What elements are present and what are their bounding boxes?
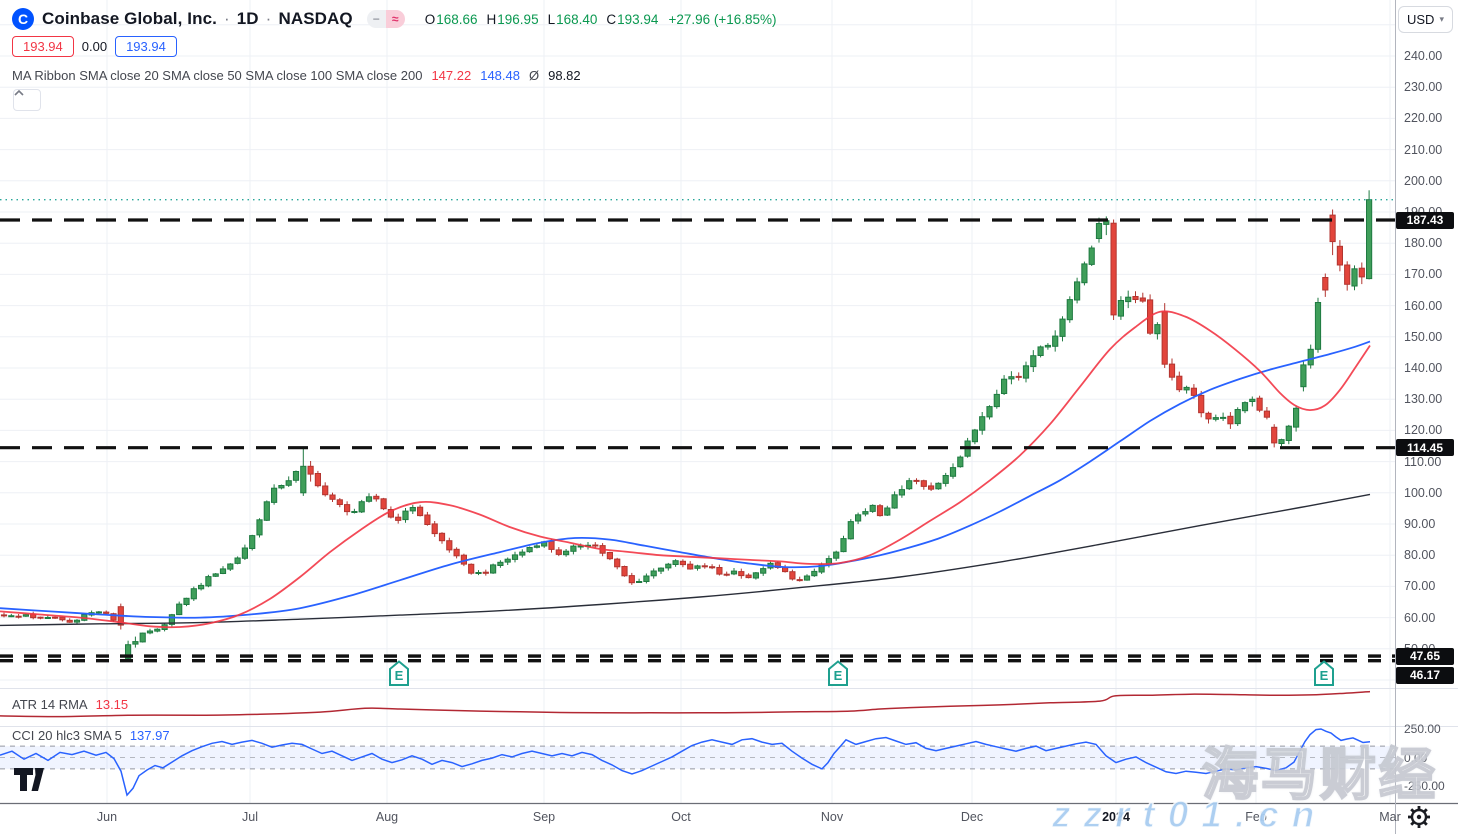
price-tick-label: 220.00 [1404, 111, 1443, 126]
gear-icon[interactable] [1406, 804, 1432, 830]
atr-indicator-legend[interactable]: ATR 14 RMA 13.15 [12, 697, 128, 712]
currency-dropdown[interactable]: USD ▾ [1398, 6, 1453, 33]
price-tag-47.65: 47.65 [1396, 647, 1454, 665]
sma200-line [0, 493, 1371, 627]
price-box-blue: 193.94 [115, 36, 177, 57]
price-tick-label: 200.00 [1404, 173, 1443, 188]
cci-tick-label: 0.00 [1404, 750, 1428, 765]
symbol-header: C Coinbase Global, Inc. · 1D · NASDAQ − … [12, 8, 777, 30]
time-label-Feb: Feb [1245, 810, 1267, 824]
time-label-2024: 2024 [1102, 810, 1130, 824]
time-label-Nov: Nov [820, 810, 844, 824]
ma-ribbon-avg-value: 98.82 [548, 68, 581, 83]
cci-line [0, 728, 1371, 797]
earnings-badge[interactable]: E [1314, 660, 1334, 686]
svg-text:E: E [834, 668, 843, 683]
price-level-lines [0, 198, 1395, 663]
price-tag-114.45: 114.45 [1396, 439, 1454, 457]
price-tick-label: 210.00 [1404, 142, 1443, 157]
ma-ribbon-value-sma20: 147.22 [431, 68, 472, 83]
minus-pill-icon[interactable]: − [366, 10, 386, 28]
interval-label[interactable]: 1D [236, 9, 259, 28]
exchange-label: NASDAQ [278, 9, 353, 28]
ohlc-readout: O168.66 H196.95 L168.40 C193.94 [425, 12, 659, 27]
watermark-chinese: 海马财经 [1201, 742, 1438, 807]
price-tick-label: 80.00 [1404, 548, 1436, 563]
price-tick-label: 90.00 [1404, 517, 1436, 531]
tradingview-logo-icon[interactable] [14, 768, 50, 794]
price-tick-label: 110.00 [1404, 454, 1442, 469]
title-separator: · [223, 9, 230, 28]
time-label-Oct: Oct [671, 810, 691, 824]
atr-line [0, 690, 1371, 718]
time-label-Jun: Jun [96, 810, 118, 824]
ohlc-o: O168.66 [424, 11, 478, 27]
symbol-title-group[interactable]: Coinbase Global, Inc. · 1D · NASDAQ [42, 9, 353, 29]
candlesticks [0, 190, 1373, 661]
ma-ribbon-label[interactable]: MA Ribbon SMA close 20 SMA close 50 SMA … [12, 68, 423, 83]
atr-value: 13.15 [95, 697, 129, 712]
currency-label: USD [1407, 12, 1435, 27]
logo-letter: C [17, 11, 29, 27]
earnings-badge[interactable]: E [828, 660, 848, 686]
symbol-title[interactable]: Coinbase Global, Inc. [42, 9, 217, 28]
sma50-line [0, 340, 1371, 619]
price-tick-label: 140.00 [1404, 361, 1443, 375]
coinbase-logo-icon: C [12, 8, 34, 30]
cci-label[interactable]: CCI 20 hlc3 SMA 5 [12, 728, 122, 743]
price-tick-label: 230.00 [1404, 80, 1443, 95]
time-label-Jul: Jul [242, 810, 258, 824]
price-tick-label: 150.00 [1404, 329, 1443, 344]
price-tick-label: 240.00 [1404, 49, 1443, 63]
svg-text:E: E [395, 668, 404, 683]
ma-ribbon-lines [0, 310, 1371, 629]
ma-ribbon-avg-symbol: Ø [528, 68, 540, 83]
atr-label[interactable]: ATR 14 RMA [12, 697, 88, 712]
time-label-Aug: Aug [375, 810, 399, 824]
price-tick-label: 100.00 [1404, 485, 1443, 500]
ohlc-c: C193.94 [606, 11, 659, 27]
watermark-domain: zzrt01.cn [1051, 793, 1328, 834]
earnings-badge[interactable]: E [389, 660, 409, 686]
price-tick-label: 160.00 [1404, 298, 1443, 313]
cci-band [0, 745, 1395, 770]
time-label-Mar: Mar [1379, 810, 1401, 824]
svg-text:E: E [1320, 668, 1329, 683]
time-label-Dec: Dec [960, 810, 984, 824]
cci-tick-label: -250.00 [1404, 779, 1445, 793]
price-label-row: 193.94 0.00 193.94 [12, 36, 177, 57]
price-tick-label: 130.00 [1404, 392, 1443, 407]
cci-indicator-legend[interactable]: CCI 20 hlc3 SMA 5 137.97 [12, 728, 170, 743]
chevron-up-icon [14, 90, 24, 96]
price-tag-187.43: 187.43 [1396, 211, 1454, 229]
cci-value: 137.97 [129, 728, 170, 743]
price-tick-label: 70.00 [1404, 579, 1436, 594]
price-tick-label: 120.00 [1404, 423, 1443, 438]
status-pills: − ≈ [366, 10, 405, 28]
price-tag-46.17: 46.17 [1396, 666, 1454, 684]
time-label-Sep: Sep [532, 810, 556, 824]
title-separator: · [265, 9, 272, 28]
ma-ribbon-value-sma50: 148.48 [480, 68, 520, 83]
change-readout: +27.96 (+16.85%) [668, 11, 777, 27]
price-tick-label: 170.00 [1404, 267, 1443, 282]
price-tick-label: 180.00 [1404, 236, 1443, 251]
ohlc-l: L168.40 [547, 11, 598, 27]
price-box-red: 193.94 [12, 36, 74, 57]
ma-ribbon-legend[interactable]: MA Ribbon SMA close 20 SMA close 50 SMA … [12, 68, 581, 83]
price-box-middle: 0.00 [81, 39, 108, 54]
cci-tick-label: 250.00 [1404, 722, 1441, 736]
collapse-legend-button[interactable] [13, 89, 41, 111]
price-tick-label: 60.00 [1404, 610, 1436, 625]
delayed-data-icon[interactable]: ≈ [385, 10, 405, 28]
ohlc-h: H196.95 [486, 11, 539, 27]
sma20-line [0, 310, 1371, 629]
chevron-down-icon: ▾ [1439, 14, 1444, 24]
